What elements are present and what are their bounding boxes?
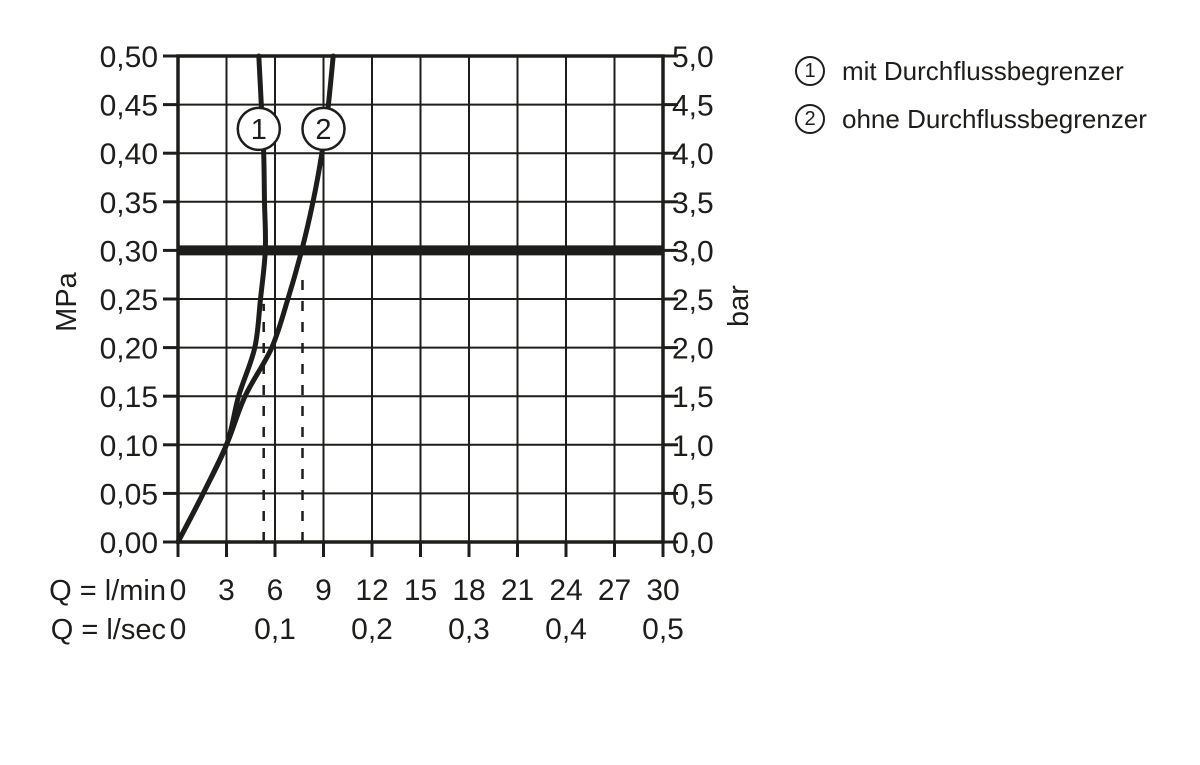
y-axis-tick-label-bar: 3,5 [672, 187, 714, 220]
y-axis-tick-label-mpa: 0,20 [100, 333, 158, 366]
x-axis-tick-label-lmin: 24 [549, 574, 582, 607]
curve-marker-2-icon [301, 106, 346, 152]
x-axis-tick-label-lsec: 0,5 [642, 613, 684, 646]
x-axis-tick-label-lsec: 0,2 [351, 613, 393, 646]
y-axis-tick-label-bar: 0,0 [672, 527, 714, 560]
x-axis-tick-label-lmin: 30 [646, 574, 679, 607]
y-axis-tick-label-mpa: 0,50 [100, 41, 158, 74]
y-axis-tick-label-mpa: 0,15 [100, 381, 158, 414]
x-axis-tick-label-lmin: 27 [598, 574, 631, 607]
x-axis-tick-label-lmin: 18 [452, 574, 485, 607]
y-axis-title-bar: bar [723, 285, 755, 327]
legend-marker-1-icon: 1 [795, 56, 825, 86]
x-axis-tick-label-lmin: 3 [218, 574, 235, 607]
x-axis-unit-lsec: Q = l/sec [51, 614, 166, 646]
x-axis-tick-label-lmin: 12 [355, 574, 388, 607]
legend-item-2: 2 ohne Durchflussbegrenzer [795, 95, 1147, 143]
x-axis-tick-label-lmin: 15 [404, 574, 437, 607]
legend-marker-1-digit: 1 [804, 60, 816, 82]
plot-border [176, 54, 665, 544]
y-axis-title-mpa: MPa [51, 271, 83, 332]
y-axis-tick-label-mpa: 0,40 [100, 138, 158, 171]
y-axis-tick-label-mpa: 0,35 [100, 187, 158, 220]
x-axis-tick-label-lmin: 6 [267, 574, 284, 607]
x-axis-tick-label-lsec: 0 [170, 613, 187, 646]
y-axis-tick-label-bar: 2,5 [672, 284, 714, 317]
x-axis-tick-label-lsec: 0,4 [545, 613, 587, 646]
x-axis-tick-label-lmin: 9 [315, 574, 332, 607]
y-axis-tick-label-bar: 1,5 [672, 381, 714, 414]
y-axis-tick-label-mpa: 0,10 [100, 430, 158, 463]
curve-marker-1-icon [236, 106, 282, 152]
curve-marker-2-digit: 2 [315, 114, 331, 146]
legend: 1 mit Durchflussbegrenzer 2 ohne Durchfl… [795, 47, 1147, 143]
x-axis-unit-lmin: Q = l/min [49, 575, 166, 607]
y-axis-tick-label-mpa: 0,00 [100, 527, 158, 560]
x-axis-tick-label-lsec: 0,3 [448, 613, 490, 646]
y-axis-tick-label-bar: 3,0 [672, 235, 714, 268]
legend-marker-2-icon: 2 [795, 104, 825, 134]
y-axis-tick-label-bar: 4,0 [672, 138, 714, 171]
legend-label-1: mit Durchflussbegrenzer [842, 55, 1124, 86]
y-axis-tick-label-bar: 4,5 [672, 90, 714, 123]
x-axis-tick-label-lmin: 0 [170, 574, 187, 607]
y-axis-tick-label-mpa: 0,05 [100, 478, 158, 511]
y-axis-tick-label-mpa: 0,30 [100, 235, 158, 268]
y-axis-tick-label-bar: 5,0 [672, 41, 714, 74]
x-axis-tick-label-lsec: 0,1 [254, 613, 296, 646]
y-axis-tick-label-bar: 1,0 [672, 430, 714, 463]
legend-label-2: ohne Durchflussbegrenzer [842, 103, 1147, 134]
y-axis-tick-label-mpa: 0,25 [100, 284, 158, 317]
x-axis-tick-label-lmin: 21 [501, 574, 534, 607]
curve-marker-1-digit: 1 [251, 114, 267, 146]
legend-item-1: 1 mit Durchflussbegrenzer [795, 47, 1147, 95]
legend-marker-2-digit: 2 [804, 108, 816, 130]
y-axis-tick-label-mpa: 0,45 [100, 90, 158, 123]
y-axis-tick-label-bar: 0,5 [672, 478, 714, 511]
y-axis-tick-label-bar: 2,0 [672, 333, 714, 366]
